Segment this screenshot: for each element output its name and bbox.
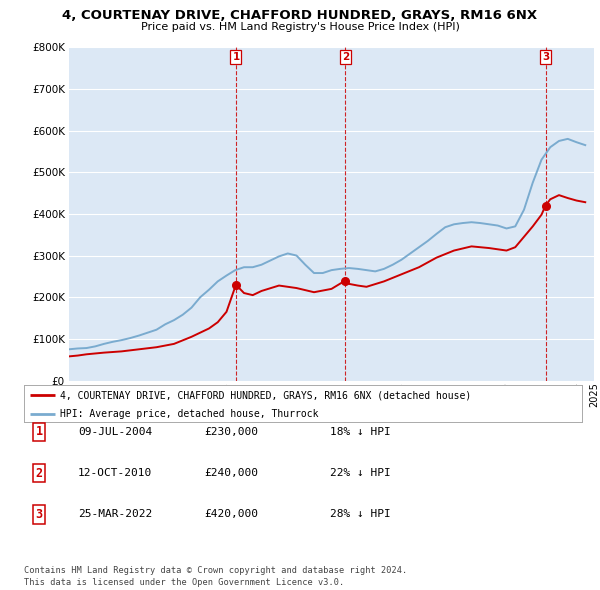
Text: 18% ↓ HPI: 18% ↓ HPI [330,427,391,437]
Text: 2: 2 [341,52,349,62]
Text: 22% ↓ HPI: 22% ↓ HPI [330,468,391,478]
Text: 28% ↓ HPI: 28% ↓ HPI [330,510,391,519]
Text: Price paid vs. HM Land Registry's House Price Index (HPI): Price paid vs. HM Land Registry's House … [140,22,460,32]
Text: £240,000: £240,000 [204,468,258,478]
Text: 09-JUL-2004: 09-JUL-2004 [78,427,152,437]
Text: £420,000: £420,000 [204,510,258,519]
Text: 1: 1 [232,52,239,62]
Text: 4, COURTENAY DRIVE, CHAFFORD HUNDRED, GRAYS, RM16 6NX: 4, COURTENAY DRIVE, CHAFFORD HUNDRED, GR… [62,9,538,22]
Text: £230,000: £230,000 [204,427,258,437]
Text: Contains HM Land Registry data © Crown copyright and database right 2024.
This d: Contains HM Land Registry data © Crown c… [24,566,407,587]
Text: 25-MAR-2022: 25-MAR-2022 [78,510,152,519]
Text: 3: 3 [542,52,549,62]
Text: 3: 3 [35,508,43,521]
Text: 12-OCT-2010: 12-OCT-2010 [78,468,152,478]
Text: 2: 2 [35,467,43,480]
Text: 1: 1 [35,425,43,438]
Text: 4, COURTENAY DRIVE, CHAFFORD HUNDRED, GRAYS, RM16 6NX (detached house): 4, COURTENAY DRIVE, CHAFFORD HUNDRED, GR… [60,390,472,400]
Text: HPI: Average price, detached house, Thurrock: HPI: Average price, detached house, Thur… [60,409,319,419]
